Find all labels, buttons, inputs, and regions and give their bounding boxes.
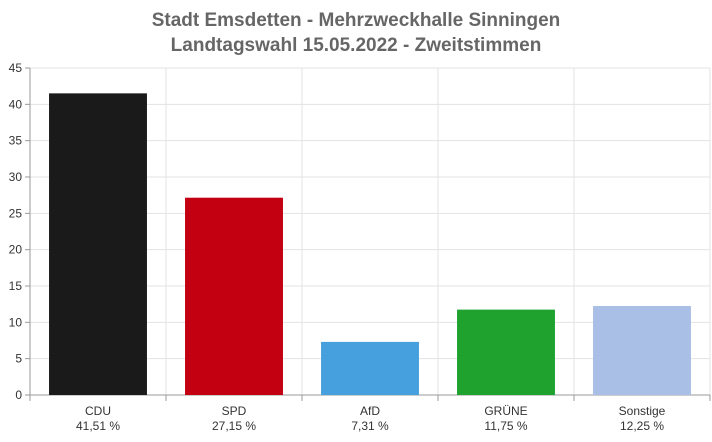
bar-grüne bbox=[457, 309, 555, 395]
bar-sonstige bbox=[593, 305, 691, 395]
x-tick-label: GRÜNE bbox=[484, 404, 527, 418]
y-tick-label: 40 bbox=[9, 97, 23, 111]
value-label: 27,15 % bbox=[212, 419, 256, 433]
value-label: 11,75 % bbox=[484, 419, 527, 433]
y-tick-label: 10 bbox=[9, 315, 23, 329]
x-tick-label: Sonstige bbox=[619, 404, 666, 418]
value-label: 41,51 % bbox=[76, 419, 120, 433]
y-tick-label: 45 bbox=[9, 61, 23, 75]
chart-subtitle: Landtagswahl 15.05.2022 - Zweitstimmen bbox=[170, 35, 542, 56]
y-tick-label: 5 bbox=[15, 352, 22, 366]
y-tick-label: 15 bbox=[9, 279, 23, 293]
y-tick-label: 20 bbox=[9, 243, 23, 257]
x-tick-label: SPD bbox=[222, 404, 247, 418]
bar-spd bbox=[185, 197, 283, 395]
bar-cdu bbox=[49, 93, 147, 396]
y-tick-label: 30 bbox=[9, 170, 23, 184]
y-tick-label: 25 bbox=[9, 206, 23, 220]
bar-afd bbox=[321, 341, 419, 395]
value-label: 7,31 % bbox=[351, 419, 389, 433]
y-tick-label: 0 bbox=[15, 388, 22, 402]
y-tick-label: 35 bbox=[9, 134, 23, 148]
x-tick-label: AfD bbox=[360, 404, 380, 418]
value-label: 12,25 % bbox=[620, 419, 664, 433]
x-tick-label: CDU bbox=[85, 404, 111, 418]
chart-title: Stadt Emsdetten - Mehrzweckhalle Sinning… bbox=[151, 10, 561, 31]
